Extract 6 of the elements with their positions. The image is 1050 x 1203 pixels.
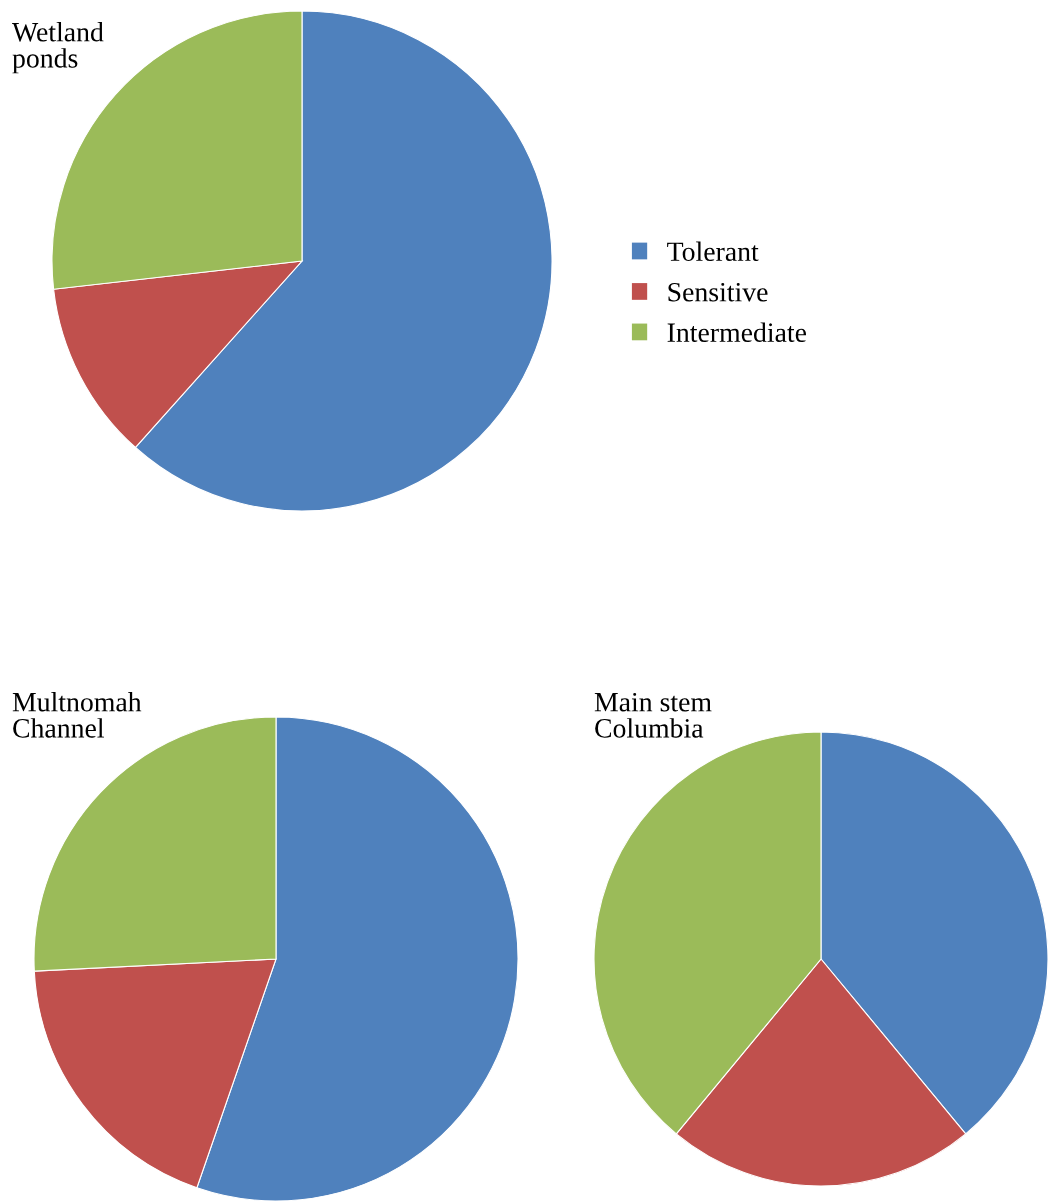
legend-label: Intermediate [667, 322, 807, 343]
legend-label: Tolerant [667, 241, 759, 262]
chart-title: Main stem Columbia [594, 692, 712, 738]
legend-label: Sensitive [668, 282, 768, 302]
chart-title: Multnomah Channel [12, 692, 142, 738]
text: Wetland ponds [12, 22, 104, 74]
